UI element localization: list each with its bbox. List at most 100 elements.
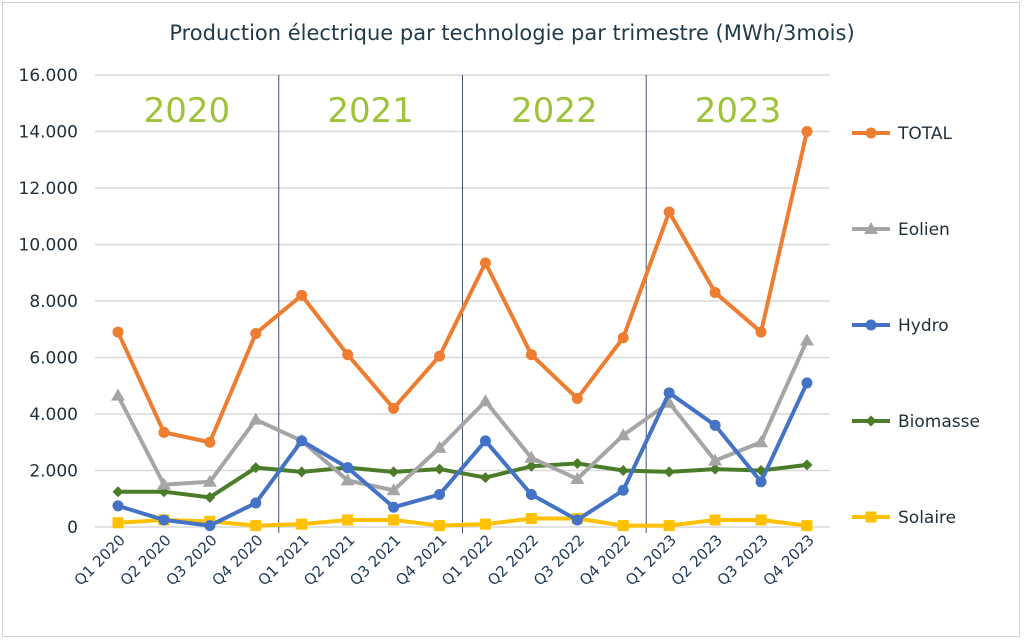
data-point-solaire	[296, 518, 308, 530]
y-tick-label: 8.000	[29, 292, 78, 312]
data-point-eolien	[340, 473, 355, 486]
data-point-biomasse	[388, 466, 400, 478]
y-tick-label: 10.000	[19, 236, 78, 256]
data-point-biomasse	[617, 465, 629, 476]
data-point-total	[434, 350, 446, 362]
data-point-biomasse	[434, 463, 446, 475]
data-point-hydro	[296, 435, 308, 447]
data-point-solaire	[342, 514, 354, 526]
y-tick-label: 4.000	[29, 405, 78, 425]
data-point-biomasse	[479, 472, 491, 484]
data-point-eolien	[754, 435, 769, 448]
data-point-hydro	[388, 501, 400, 513]
data-point-hydro	[479, 435, 491, 447]
legend-label-biomasse: Biomasse	[898, 412, 980, 432]
year-label: 2021	[327, 91, 414, 131]
chart-title: Production électrique par technologie pa…	[169, 21, 854, 45]
data-point-hydro	[709, 419, 721, 431]
y-tick-label: 14.000	[19, 123, 78, 143]
data-point-biomasse	[204, 491, 216, 503]
data-point-hydro	[112, 500, 124, 512]
data-point-total	[112, 326, 124, 338]
data-point-solaire	[709, 514, 721, 526]
data-point-total	[525, 349, 537, 361]
data-point-biomasse	[525, 460, 537, 472]
series-line-hydro	[117, 382, 809, 528]
data-point-solaire	[525, 513, 537, 525]
data-point-eolien	[799, 333, 814, 346]
data-point-total	[479, 257, 491, 269]
data-point-biomasse	[112, 486, 124, 498]
data-point-eolien	[432, 440, 447, 453]
data-point-hydro	[755, 476, 767, 488]
legend-label-eolien: Eolien	[898, 220, 950, 240]
year-label: 2023	[695, 91, 782, 131]
data-point-biomasse	[250, 462, 262, 474]
data-point-eolien	[386, 483, 401, 496]
x-tick-label: Q4 2023	[760, 531, 818, 589]
data-point-total	[250, 327, 262, 339]
data-point-solaire	[479, 518, 491, 530]
data-point-eolien	[570, 471, 585, 484]
data-point-total	[296, 289, 308, 301]
data-point-hydro	[204, 520, 216, 532]
data-point-total	[617, 332, 629, 344]
data-point-total	[158, 426, 170, 438]
data-point-total	[663, 206, 675, 218]
data-point-eolien	[708, 453, 723, 466]
y-tick-label: 2.000	[29, 462, 78, 482]
data-point-biomasse	[801, 459, 813, 471]
data-point-eolien	[524, 450, 539, 463]
legend-marker-eolien	[864, 222, 878, 234]
legend-marker-hydro	[865, 319, 877, 331]
data-point-hydro	[250, 497, 262, 509]
data-point-biomasse	[663, 466, 675, 478]
data-point-solaire	[388, 514, 400, 526]
data-point-biomasse	[709, 463, 721, 475]
data-point-solaire	[663, 520, 675, 532]
data-point-eolien	[248, 412, 263, 425]
legend-marker-biomasse	[865, 415, 877, 427]
data-point-eolien	[111, 388, 125, 401]
data-point-hydro	[571, 514, 583, 526]
data-point-eolien	[202, 474, 217, 487]
data-point-solaire	[755, 514, 767, 526]
data-point-hydro	[158, 514, 170, 526]
data-point-hydro	[663, 387, 675, 399]
data-point-total	[388, 402, 400, 414]
data-point-hydro	[342, 462, 354, 474]
data-point-hydro	[801, 377, 813, 389]
y-tick-label: 16.000	[19, 66, 78, 86]
y-tick-label: 12.000	[19, 179, 78, 199]
data-point-total	[204, 436, 216, 448]
series-line-biomasse	[118, 461, 808, 500]
data-point-solaire	[250, 520, 262, 532]
series-line-total	[116, 131, 809, 445]
data-point-eolien	[616, 428, 631, 441]
data-point-solaire	[801, 520, 813, 532]
data-point-total	[801, 126, 813, 137]
data-point-biomasse	[296, 466, 308, 478]
data-point-eolien	[156, 477, 171, 490]
series-line-solaire	[117, 516, 808, 528]
legend-marker-total	[865, 127, 877, 139]
legend-label-total: TOTAL	[897, 124, 952, 144]
data-point-solaire	[112, 517, 124, 529]
legend-marker-solaire	[865, 511, 877, 523]
year-label: 2022	[511, 91, 598, 131]
data-point-hydro	[617, 484, 629, 496]
data-point-solaire	[617, 520, 629, 532]
data-point-total	[342, 349, 354, 361]
year-label: 2020	[144, 91, 231, 131]
data-point-hydro	[434, 489, 446, 501]
data-point-solaire	[434, 520, 446, 532]
y-tick-label: 0	[67, 518, 78, 538]
legend-label-solaire: Solaire	[898, 508, 956, 528]
data-point-total	[755, 326, 767, 338]
data-point-biomasse	[571, 457, 583, 469]
legend-label-hydro: Hydro	[898, 316, 949, 336]
data-point-hydro	[525, 489, 537, 501]
data-point-total	[571, 392, 583, 404]
